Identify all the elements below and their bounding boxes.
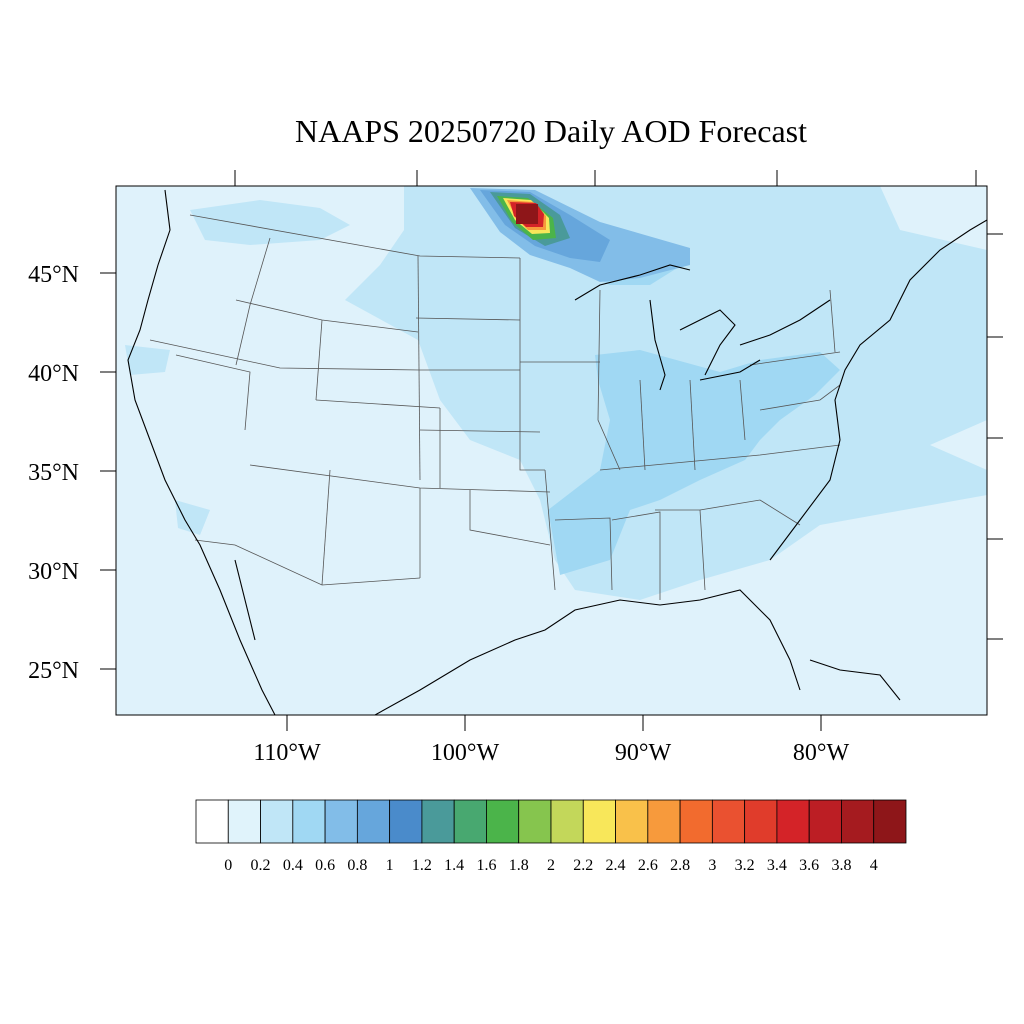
colorbar-swatch <box>227 799 261 844</box>
colorbar-swatch <box>841 799 875 844</box>
map-frame <box>115 185 988 716</box>
lat-label-45: 45°N <box>28 262 79 288</box>
map-title: NAAPS 20250720 Daily AOD Forecast <box>295 113 807 149</box>
colorbar-tick-label: 0 <box>224 857 232 874</box>
colorbar-swatch <box>647 799 681 844</box>
colorbar-tick-label: 1.6 <box>476 857 496 874</box>
map-ticks <box>100 170 1003 731</box>
colorbar: 0 0.2 0.4 0.6 0.8 1 1.2 1.4 1.6 1.8 2 2.2 2.4 2.6 2.8 3… <box>195 799 907 874</box>
colorbar-tick-label: 1.2 <box>412 857 432 874</box>
colorbar-swatch <box>453 799 487 844</box>
colorbar-tick-label: 3 <box>708 857 716 874</box>
lat-label-25: 25°N <box>28 658 79 684</box>
colorbar-swatch <box>711 799 746 844</box>
aod-field <box>125 186 987 600</box>
colorbar-swatch <box>389 799 423 844</box>
colorbar-swatch <box>679 799 713 844</box>
colorbar-tick-label: 0.4 <box>283 857 303 874</box>
colorbar-swatch <box>582 799 616 844</box>
colorbar-swatch <box>518 799 552 844</box>
colorbar-tick-label: 0.6 <box>315 857 335 874</box>
lon-label-90w: 90°W <box>615 740 672 766</box>
colorbar-tick-label: 1 <box>386 857 394 874</box>
colorbar-swatch <box>808 799 842 844</box>
map-panel: 45°N 40°N 35°N 30°N 25°N 110°W 100°W 90°… <box>28 170 1003 766</box>
colorbar-tick-label: 2.8 <box>670 857 690 874</box>
colorbar-swatch <box>421 799 455 844</box>
colorbar-swatch <box>486 799 520 844</box>
colorbar-swatch <box>292 799 326 844</box>
colorbar-tick-label: 2 <box>547 857 555 874</box>
colorbar-tick-label: 1.4 <box>444 857 464 874</box>
colorbar-swatch <box>324 799 358 844</box>
colorbar-tick-label: 2.2 <box>573 857 593 874</box>
state-boundaries <box>149 214 841 600</box>
lat-label-30: 30°N <box>28 559 79 585</box>
smoke-plume <box>470 188 690 282</box>
colorbar-tick-label: 3.6 <box>799 857 819 874</box>
colorbar-tick-label: 1.8 <box>509 857 529 874</box>
colorbar-swatch <box>195 799 229 844</box>
colorbar-swatch <box>615 799 649 844</box>
colorbar-swatch <box>744 799 778 844</box>
colorbar-swatch <box>776 799 810 844</box>
colorbar-tick-label: 4 <box>870 857 878 874</box>
coastlines <box>127 189 987 715</box>
colorbar-swatch <box>356 799 391 844</box>
lat-label-40: 40°N <box>28 361 79 387</box>
lon-label-100w: 100°W <box>431 740 500 766</box>
colorbar-swatch <box>873 799 907 844</box>
colorbar-swatch <box>550 799 584 844</box>
colorbar-tick-label: 0.2 <box>251 857 271 874</box>
colorbar-tick-label: 3.4 <box>767 857 787 874</box>
colorbar-tick-label: 2.6 <box>638 857 658 874</box>
colorbar-swatch <box>260 799 294 844</box>
colorbar-tick-label: 0.8 <box>347 857 367 874</box>
colorbar-tick-label: 2.4 <box>606 857 626 874</box>
colorbar-tick-label: 3.8 <box>831 857 851 874</box>
lon-label-80w: 80°W <box>793 740 850 766</box>
lat-label-35: 35°N <box>28 460 79 486</box>
lon-label-110w: 110°W <box>253 740 321 766</box>
colorbar-tick-label: 3.2 <box>735 857 755 874</box>
